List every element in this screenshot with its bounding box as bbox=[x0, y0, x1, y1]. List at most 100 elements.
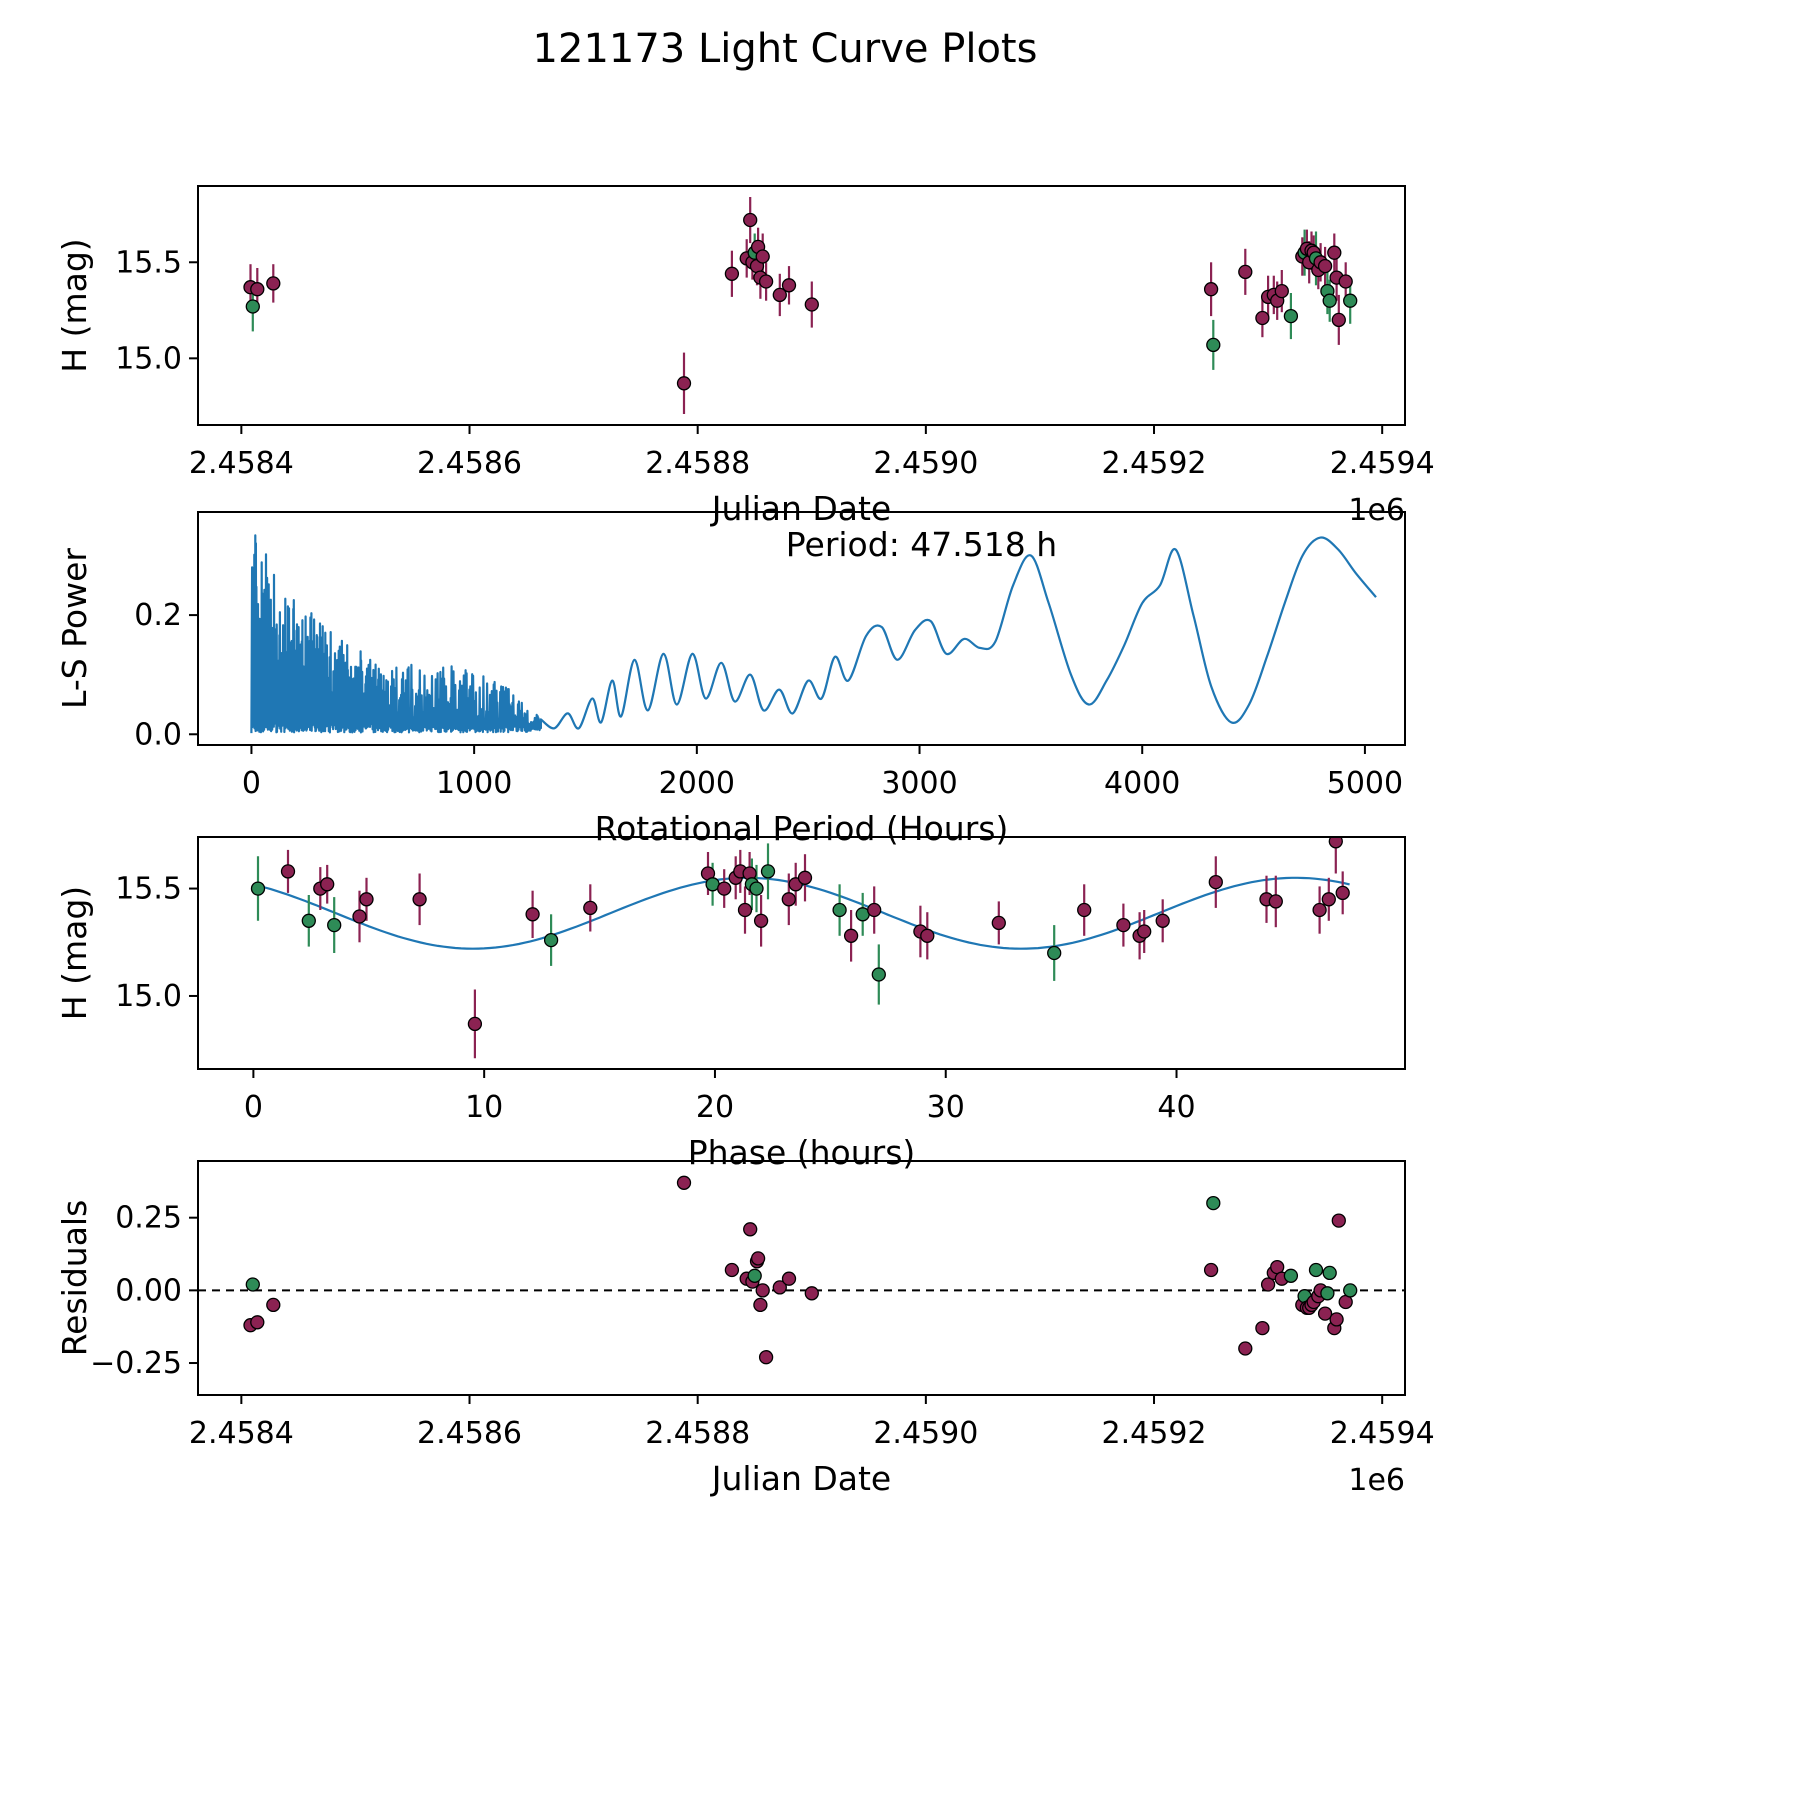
data-point bbox=[676, 1175, 692, 1190]
data-point bbox=[737, 902, 753, 918]
data-point bbox=[743, 1222, 758, 1237]
data-point bbox=[1283, 1268, 1299, 1283]
data-point bbox=[753, 1297, 768, 1313]
data-point bbox=[1331, 312, 1346, 328]
data-point bbox=[250, 1315, 265, 1330]
data-point bbox=[320, 877, 335, 892]
points-group bbox=[243, 212, 1358, 391]
x-tick-label: 2.4590 bbox=[873, 446, 978, 481]
data-point bbox=[1343, 1283, 1358, 1298]
data-point bbox=[755, 1283, 770, 1298]
data-point bbox=[920, 928, 935, 943]
y-tick-label: 15.5 bbox=[115, 245, 182, 280]
x-tick-label: 2000 bbox=[659, 766, 735, 801]
data-point bbox=[1317, 258, 1333, 274]
data-point bbox=[760, 864, 776, 879]
points-group bbox=[250, 837, 1350, 1032]
data-point bbox=[1320, 1286, 1335, 1301]
data-point bbox=[781, 892, 796, 907]
x-tick-label: 4000 bbox=[1104, 766, 1180, 801]
data-point bbox=[1255, 1320, 1270, 1336]
y-axis-label: L-S Power bbox=[55, 548, 94, 709]
data-point bbox=[266, 1297, 281, 1313]
data-point bbox=[676, 376, 692, 391]
data-point bbox=[724, 266, 740, 281]
data-point bbox=[245, 299, 260, 314]
plot-area-lightcurve bbox=[243, 197, 1358, 414]
data-point bbox=[717, 881, 732, 896]
figure-title: 121173 Light Curve Plots bbox=[532, 26, 1038, 72]
data-point bbox=[1203, 282, 1219, 297]
data-point bbox=[758, 1350, 774, 1365]
data-point bbox=[743, 212, 758, 228]
data-point bbox=[781, 278, 797, 293]
x-axis-label: Phase (hours) bbox=[688, 1133, 916, 1172]
data-point bbox=[1328, 837, 1343, 849]
data-point bbox=[1327, 245, 1342, 260]
data-point bbox=[467, 1016, 483, 1032]
x-tick-label: 2.4594 bbox=[1330, 1416, 1435, 1451]
data-point bbox=[1155, 913, 1170, 928]
axes-box bbox=[197, 185, 1406, 426]
plot-area-phase bbox=[250, 837, 1350, 1059]
data-point bbox=[1338, 274, 1353, 289]
x-tick-label: 2.4594 bbox=[1330, 446, 1435, 481]
data-point bbox=[1322, 293, 1337, 308]
y-tick-label: 0.00 bbox=[115, 1273, 182, 1308]
data-point bbox=[1322, 1265, 1337, 1281]
data-point bbox=[755, 249, 770, 264]
data-point bbox=[1317, 1306, 1333, 1321]
y-tick-label: −0.25 bbox=[90, 1346, 182, 1381]
x-tick-label: 5000 bbox=[1327, 766, 1403, 801]
x-tick-label: 30 bbox=[927, 1090, 965, 1125]
y-axis-label: H (mag) bbox=[55, 886, 94, 1020]
period-annotation: Period: 47.518 h bbox=[786, 525, 1057, 564]
y-axis-label: H (mag) bbox=[55, 238, 94, 372]
data-point bbox=[1260, 1277, 1276, 1292]
x-tick-label: 2.4584 bbox=[189, 1416, 294, 1451]
data-point bbox=[1203, 1262, 1219, 1278]
panel-lightcurve: 2.4584 2.4586 2.4588 2.4590 2.4592 2.4594 15.0… bbox=[55, 185, 1435, 528]
data-point bbox=[1116, 917, 1131, 933]
data-point bbox=[991, 915, 1006, 931]
axes-box bbox=[197, 511, 1406, 746]
data-point bbox=[804, 297, 819, 312]
x-tick-label: 2.4584 bbox=[189, 446, 294, 481]
y-tick-label: 15.0 bbox=[115, 341, 182, 376]
x-tick-label: 20 bbox=[696, 1090, 734, 1125]
data-point bbox=[867, 902, 882, 918]
data-point bbox=[772, 287, 787, 303]
data-point bbox=[1238, 1341, 1253, 1356]
x-tick-label: 2.4592 bbox=[1102, 446, 1207, 481]
axis-offset-label: 1e6 bbox=[1348, 1463, 1405, 1498]
y-tick-label: 0.0 bbox=[134, 717, 182, 752]
data-point bbox=[583, 900, 598, 916]
data-point bbox=[543, 932, 559, 948]
x-tick-label: 0 bbox=[242, 766, 261, 801]
plot-area-residuals bbox=[198, 1175, 1405, 1365]
y-tick-label: 15.5 bbox=[115, 872, 182, 907]
data-point bbox=[772, 1280, 787, 1295]
errorbars-group bbox=[249, 197, 1352, 414]
x-tick-label: 40 bbox=[1157, 1090, 1195, 1125]
x-axis-label: Julian Date bbox=[710, 1459, 892, 1498]
data-point bbox=[1047, 945, 1062, 961]
data-point bbox=[1274, 283, 1289, 299]
data-point bbox=[1077, 902, 1092, 918]
panel-phase: 0 10 20 30 40 15.0 15.5 Phase (hours) H (mag) bbox=[55, 836, 1406, 1172]
data-point bbox=[525, 907, 540, 922]
data-point bbox=[352, 909, 367, 924]
y-axis-label: Residuals bbox=[55, 1200, 94, 1357]
x-tick-label: 2.4586 bbox=[417, 446, 522, 481]
x-tick-label: 2.4588 bbox=[645, 1416, 750, 1451]
data-point bbox=[804, 1286, 819, 1301]
axes-box bbox=[197, 1160, 1406, 1396]
axis-offset-label: 1e6 bbox=[1348, 493, 1405, 528]
data-point bbox=[1343, 293, 1358, 308]
x-tick-label: 2.4592 bbox=[1102, 1416, 1207, 1451]
data-point bbox=[753, 913, 769, 928]
data-point bbox=[266, 276, 281, 291]
data-point bbox=[1321, 892, 1336, 907]
